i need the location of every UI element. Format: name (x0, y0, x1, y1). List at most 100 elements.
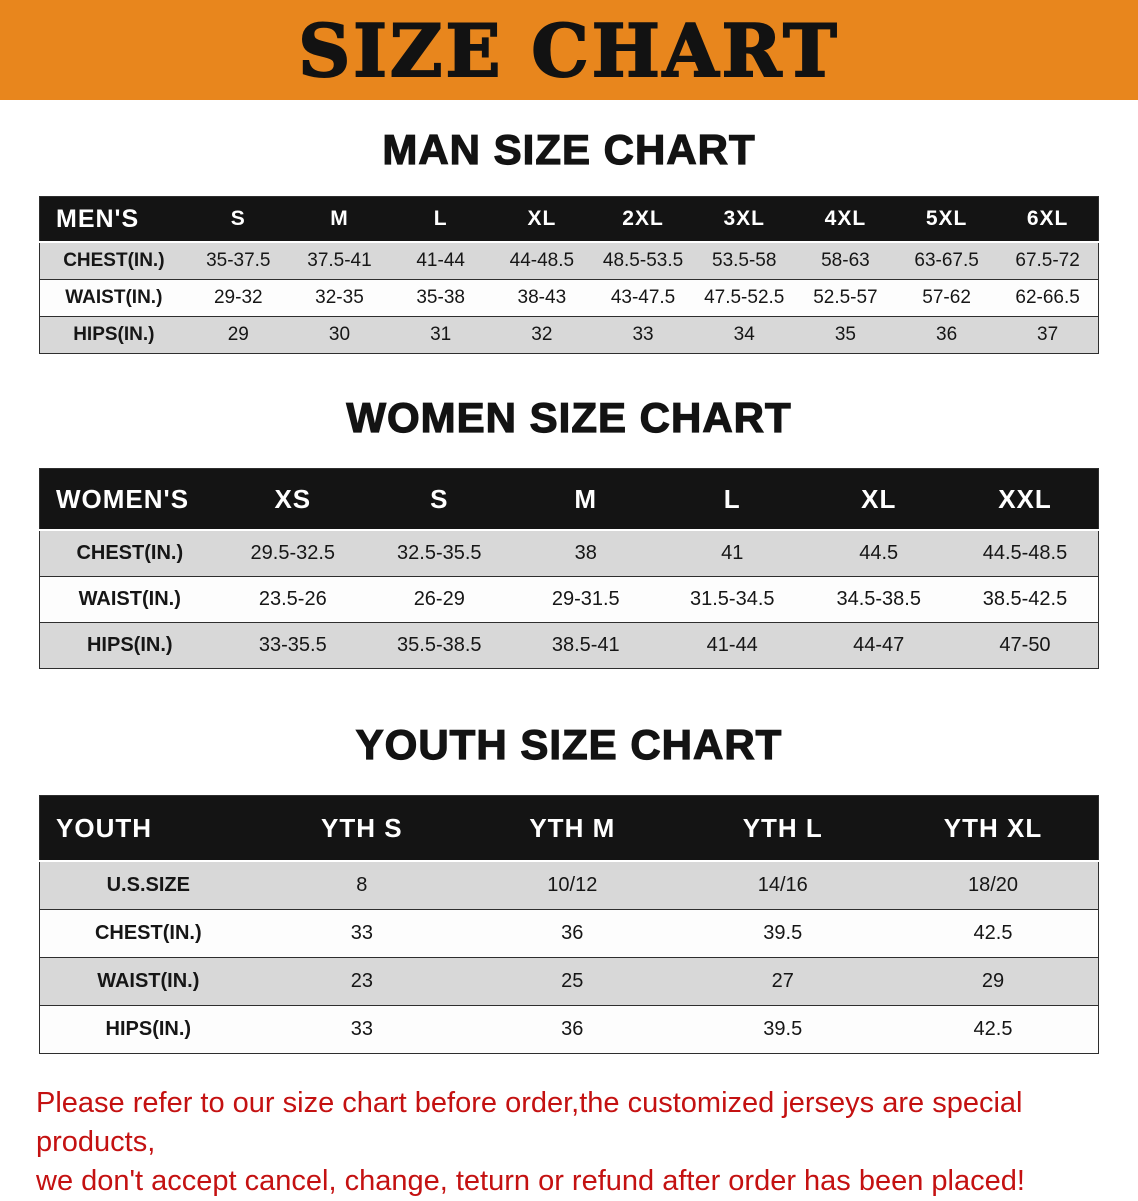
header-row: WOMEN'S XS S M L XL XXL (39, 468, 1099, 531)
size-chart-banner: SIZE CHART (0, 0, 1138, 100)
size-column-header: 2XL (592, 196, 694, 243)
size-column-header: S (187, 196, 289, 243)
size-column-header: XL (491, 196, 593, 243)
row-label: CHEST(IN.) (39, 909, 257, 958)
size-value: 27 (677, 957, 888, 1006)
disclaimer-note: Please refer to our size chart before or… (0, 1084, 1138, 1201)
size-value: 29.5-32.5 (219, 529, 367, 577)
banner-title: SIZE CHART (297, 7, 840, 94)
size-value: 52.5-57 (794, 279, 897, 317)
size-column-header: YTH S (256, 795, 468, 862)
size-column-header: 5XL (896, 196, 998, 243)
row-label: CHEST(IN.) (39, 529, 220, 577)
size-value: 33 (256, 909, 468, 958)
men-size-section: MAN SIZE CHART MEN'S S M L XL 2XL 3XL 4XL 5XL 6XL… (0, 125, 1138, 354)
table-row: CHEST(IN.) 33 36 39.5 42.5 (39, 909, 1099, 958)
size-value: 14/16 (677, 860, 888, 910)
disclaimer-line-1: Please refer to our size chart before or… (36, 1087, 1023, 1158)
table-row: HIPS(IN.) 29 30 31 32 33 34 35 36 37 (39, 316, 1099, 354)
size-column-header: M (288, 196, 391, 243)
table-row: WAIST(IN.) 23.5-26 26-29 29-31.5 31.5-34.5 34… (39, 576, 1099, 623)
header-row: MEN'S S M L XL 2XL 3XL 4XL 5XL 6XL (39, 196, 1099, 243)
size-value: 44.5-48.5 (951, 529, 1099, 577)
size-value: 23 (256, 957, 468, 1006)
header-row: YOUTH YTH S YTH M YTH L YTH XL (39, 795, 1099, 862)
size-value: 53.5-58 (693, 241, 795, 280)
size-value: 47.5-52.5 (693, 279, 795, 317)
size-value: 30 (288, 316, 391, 354)
size-value: 31.5-34.5 (659, 576, 806, 623)
size-value: 29-31.5 (512, 576, 659, 623)
size-column-header: YTH XL (888, 795, 1099, 862)
table-category-label: WOMEN'S (39, 468, 220, 531)
size-value: 48.5-53.5 (592, 241, 694, 280)
size-value: 39.5 (677, 1005, 888, 1054)
row-label: HIPS(IN.) (39, 1005, 257, 1054)
table-row: WAIST(IN.) 23 25 27 29 (39, 957, 1099, 1006)
size-value: 32 (491, 316, 593, 354)
size-value: 33-35.5 (219, 622, 367, 669)
row-label: HIPS(IN.) (39, 622, 220, 669)
size-column-header: YTH L (677, 795, 888, 862)
size-value: 29 (888, 957, 1099, 1006)
row-label: HIPS(IN.) (39, 316, 188, 354)
size-column-header: 6XL (997, 196, 1099, 243)
size-value: 39.5 (677, 909, 888, 958)
size-value: 38.5-41 (512, 622, 659, 669)
size-value: 34 (693, 316, 795, 354)
size-value: 31 (390, 316, 492, 354)
women-size-table: WOMEN'S XS S M L XL XXL CHEST(IN.) 29.5-32.5 32.… (39, 468, 1099, 669)
size-value: 33 (256, 1005, 468, 1054)
size-value: 57-62 (896, 279, 998, 317)
size-value: 29 (187, 316, 289, 354)
size-value: 23.5-26 (219, 576, 367, 623)
size-value: 34.5-38.5 (805, 576, 952, 623)
size-column-header: YTH M (467, 795, 678, 862)
women-size-section: WOMEN SIZE CHART WOMEN'S XS S M L XL XXL CHEST… (0, 393, 1138, 669)
size-value: 37.5-41 (288, 241, 391, 280)
size-value: 38.5-42.5 (951, 576, 1099, 623)
size-value: 38-43 (491, 279, 593, 317)
size-value: 44-47 (805, 622, 952, 669)
size-column-header: 3XL (693, 196, 795, 243)
row-label: CHEST(IN.) (39, 241, 188, 280)
table-row: HIPS(IN.) 33-35.5 35.5-38.5 38.5-41 41-44 44-… (39, 622, 1099, 669)
size-value: 32.5-35.5 (366, 529, 513, 577)
size-value: 42.5 (888, 909, 1099, 958)
size-value: 41 (659, 529, 806, 577)
size-value: 43-47.5 (592, 279, 694, 317)
size-value: 44-48.5 (491, 241, 593, 280)
table-category-label: MEN'S (39, 196, 188, 243)
size-value: 10/12 (467, 860, 678, 910)
size-value: 36 (467, 1005, 678, 1054)
size-value: 38 (512, 529, 659, 577)
size-column-header: XXL (951, 468, 1099, 531)
size-value: 41-44 (390, 241, 492, 280)
size-value: 25 (467, 957, 678, 1006)
table-row: CHEST(IN.) 29.5-32.5 32.5-35.5 38 41 44.5 44.5… (39, 529, 1099, 577)
size-value: 8 (256, 860, 468, 910)
size-value: 36 (467, 909, 678, 958)
row-label: U.S.SIZE (39, 860, 257, 910)
size-value: 29-32 (187, 279, 289, 317)
row-label: WAIST(IN.) (39, 576, 220, 623)
size-value: 36 (896, 316, 998, 354)
size-value: 33 (592, 316, 694, 354)
size-value: 67.5-72 (997, 241, 1099, 280)
table-row: CHEST(IN.) 35-37.5 37.5-41 41-44 44-48.5 48.5… (39, 241, 1099, 280)
size-column-header: XS (219, 468, 367, 531)
size-value: 62-66.5 (997, 279, 1099, 317)
size-value: 42.5 (888, 1005, 1099, 1054)
table-row: HIPS(IN.) 33 36 39.5 42.5 (39, 1005, 1099, 1054)
size-value: 35-38 (390, 279, 492, 317)
size-value: 37 (997, 316, 1099, 354)
size-value: 26-29 (366, 576, 513, 623)
size-value: 35-37.5 (187, 241, 289, 280)
size-column-header: XL (805, 468, 952, 531)
row-label: WAIST(IN.) (39, 957, 257, 1006)
size-value: 35 (794, 316, 897, 354)
size-value: 41-44 (659, 622, 806, 669)
size-value: 44.5 (805, 529, 952, 577)
size-column-header: 4XL (794, 196, 897, 243)
youth-size-table: YOUTH YTH S YTH M YTH L YTH XL U.S.SIZE 8 10/1… (39, 795, 1099, 1054)
